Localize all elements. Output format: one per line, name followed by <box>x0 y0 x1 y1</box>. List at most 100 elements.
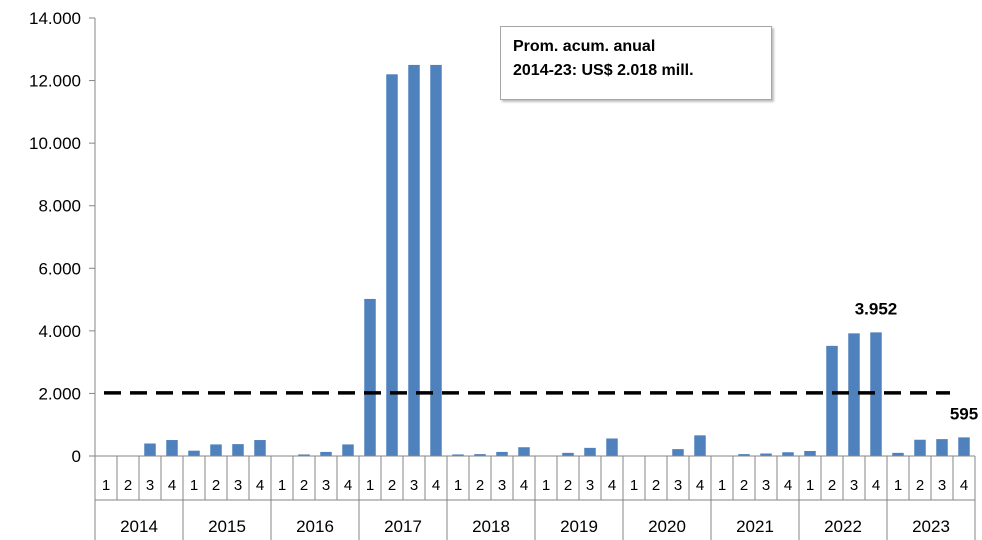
bar <box>166 440 178 456</box>
quarter-label: 1 <box>454 477 462 494</box>
quarter-label: 2 <box>652 477 660 494</box>
bar <box>474 454 486 456</box>
quarter-label: 3 <box>498 477 506 494</box>
quarter-label: 2 <box>124 477 132 494</box>
bar <box>496 451 508 456</box>
bar <box>210 444 222 456</box>
bar <box>188 450 200 456</box>
bar <box>452 454 464 456</box>
year-label: 2022 <box>824 517 862 536</box>
quarter-label: 2 <box>916 477 924 494</box>
bar <box>364 298 376 456</box>
bar <box>760 453 772 456</box>
quarter-label: 1 <box>806 477 814 494</box>
bar <box>320 451 332 456</box>
bar <box>254 440 266 456</box>
data-label: 3.952 <box>855 299 898 318</box>
quarter-label: 3 <box>762 477 770 494</box>
quarter-label: 1 <box>542 477 550 494</box>
quarter-label: 2 <box>740 477 748 494</box>
y-tick-label: 12.000 <box>29 72 81 91</box>
quarter-label: 4 <box>256 477 264 494</box>
y-tick-label: 0 <box>72 447 81 466</box>
quarter-label: 2 <box>300 477 308 494</box>
bar <box>738 454 750 456</box>
annotation-line-2: 2014-23: US$ 2.018 mill. <box>513 62 694 79</box>
bar <box>804 450 816 456</box>
y-tick-label: 2.000 <box>38 384 81 403</box>
year-label: 2016 <box>296 517 334 536</box>
quarter-label: 1 <box>894 477 902 494</box>
quarter-label: 2 <box>564 477 572 494</box>
y-tick-label: 10.000 <box>29 134 81 153</box>
quarter-label: 1 <box>190 477 198 494</box>
quarter-label: 1 <box>630 477 638 494</box>
bar <box>430 64 442 457</box>
year-label: 2020 <box>648 517 686 536</box>
quarter-label: 1 <box>718 477 726 494</box>
bar <box>386 74 398 456</box>
quarter-label: 1 <box>278 477 286 494</box>
bar <box>870 332 882 456</box>
bar <box>672 449 684 456</box>
bar <box>826 345 838 456</box>
quarter-label: 4 <box>872 477 880 494</box>
bar <box>144 443 156 456</box>
quarter-label: 1 <box>366 477 374 494</box>
bar <box>232 444 244 456</box>
y-tick-label: 14.000 <box>29 9 81 28</box>
bar <box>518 447 530 456</box>
quarter-label: 2 <box>388 477 396 494</box>
bar <box>914 439 926 456</box>
bar <box>892 452 904 456</box>
year-label: 2018 <box>472 517 510 536</box>
annotation-line-1: Prom. acum. anual <box>513 38 656 55</box>
quarter-label: 4 <box>432 477 440 494</box>
year-label: 2014 <box>120 517 158 536</box>
quarter-label: 4 <box>520 477 528 494</box>
data-label: 595 <box>950 404 978 423</box>
quarter-label: 1 <box>102 477 110 494</box>
y-tick-label: 6.000 <box>38 259 81 278</box>
year-label: 2017 <box>384 517 422 536</box>
year-label: 2019 <box>560 517 598 536</box>
quarter-label: 3 <box>322 477 330 494</box>
quarter-label: 4 <box>168 477 176 494</box>
quarter-label: 3 <box>410 477 418 494</box>
bar <box>584 447 596 456</box>
y-axis: 0 2.000 4.000 6.000 8.000 10.000 12.000 14.000 <box>29 9 96 466</box>
y-tick-label: 8.000 <box>38 197 81 216</box>
bar <box>936 439 948 456</box>
bar <box>958 437 970 456</box>
quarter-label: 3 <box>586 477 594 494</box>
quarter-label: 3 <box>850 477 858 494</box>
quarter-label: 3 <box>938 477 946 494</box>
quarter-label: 3 <box>674 477 682 494</box>
quarter-label: 2 <box>476 477 484 494</box>
year-label: 2015 <box>208 517 246 536</box>
bar <box>562 452 574 456</box>
y-tick-label: 4.000 <box>38 322 81 341</box>
quarter-label: 4 <box>608 477 616 494</box>
quarter-label: 4 <box>696 477 704 494</box>
bar <box>606 438 618 456</box>
bar <box>408 64 420 457</box>
quarter-label: 4 <box>784 477 792 494</box>
bars <box>144 64 970 457</box>
data-labels: 3.952 595 <box>855 299 978 423</box>
quarter-label: 2 <box>212 477 220 494</box>
year-label: 2023 <box>912 517 950 536</box>
bar <box>782 452 794 456</box>
quarter-label: 2 <box>828 477 836 494</box>
bar <box>342 444 354 456</box>
quarter-label: 4 <box>344 477 352 494</box>
quarter-label: 3 <box>234 477 242 494</box>
average-annotation-box: Prom. acum. anual 2014-23: US$ 2.018 mil… <box>500 26 772 100</box>
bar <box>694 435 706 456</box>
quarter-label: 3 <box>146 477 154 494</box>
bar <box>298 454 310 456</box>
year-label: 2021 <box>736 517 774 536</box>
bar <box>848 333 860 456</box>
